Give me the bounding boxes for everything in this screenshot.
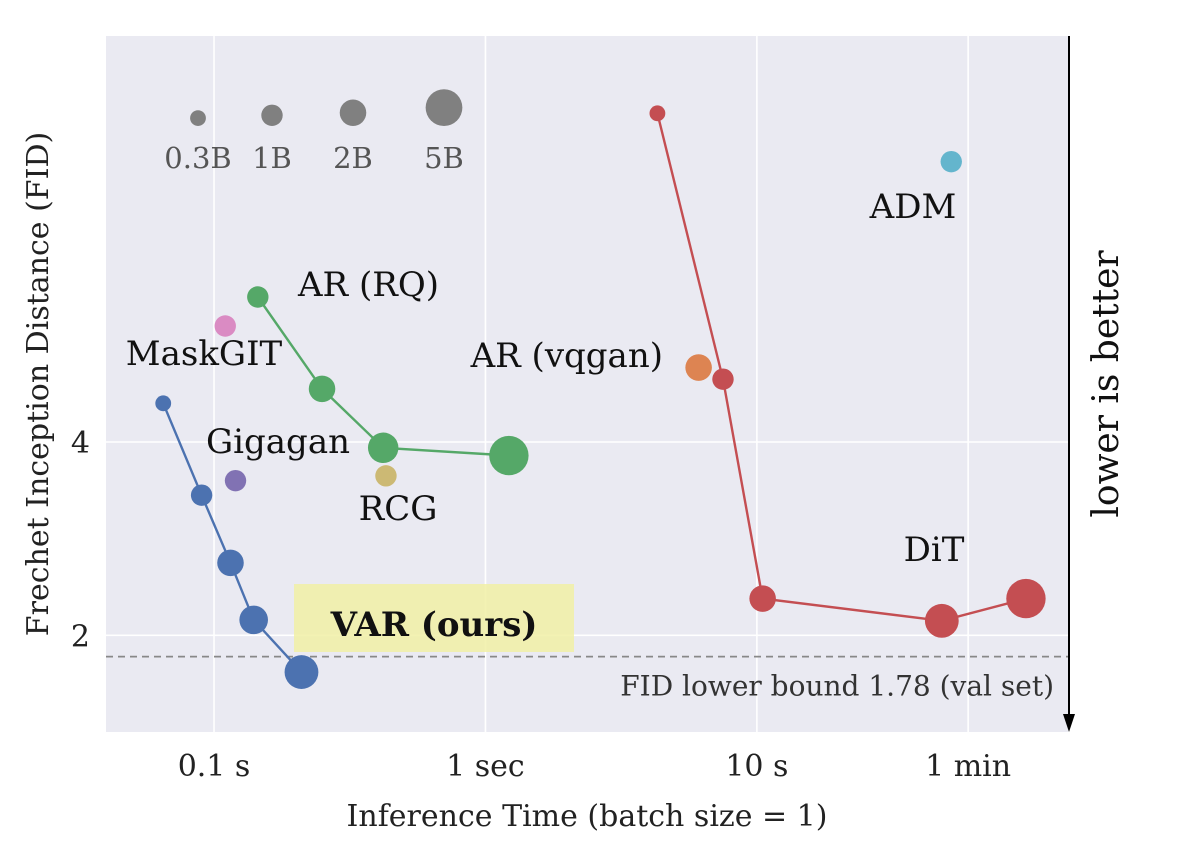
x-tick-label: 1 sec (446, 749, 525, 784)
series-label-maskgit: MaskGIT (126, 334, 283, 374)
size-legend-dot (339, 99, 367, 126)
series-maskgit (214, 315, 236, 337)
series-adm (940, 150, 962, 173)
series-label-ar-rq: AR (RQ) (297, 265, 439, 305)
y-axis-label: Frechet Inception Distance (FID) (21, 132, 56, 636)
tick-labels: 0.1 s 1 sec 10 s 1 min 2 4 (71, 426, 1011, 784)
series-gigagan (224, 469, 247, 492)
var-ours-point (284, 655, 319, 689)
series-label-adm: ADM (869, 187, 957, 227)
ar-rq-point (247, 286, 269, 308)
grid-lines (106, 36, 1068, 732)
x-tick-label: 1 min (925, 749, 1011, 784)
x-tick-label: 10 s (725, 749, 788, 784)
series-label-dit: DiT (904, 530, 965, 570)
y-tick-label: 4 (71, 426, 90, 461)
size-legend-label: 0.3B (164, 141, 231, 175)
series-var-ours (155, 395, 319, 689)
series-labels: VAR (ours) AR (RQ) DiT ADM AR (vqgan) MaskGIT… (126, 187, 965, 652)
dit-point (924, 603, 959, 638)
size-legend-label: 5B (424, 141, 464, 175)
series-label-ar-vqgan: AR (vqgan) (470, 336, 663, 376)
dit-point (749, 585, 776, 612)
series-marks (155, 105, 1046, 689)
series-ar-vqgan (685, 354, 712, 381)
var-label-highlight (294, 584, 574, 652)
size-legend-label: 1B (252, 141, 292, 175)
rcg-point (375, 465, 397, 487)
lower-is-better-arrow: lower is better (1063, 36, 1127, 732)
ar-rq-point (489, 435, 529, 476)
x-axis-label: Inference Time (batch size = 1) (347, 799, 828, 834)
var-ours-point (239, 605, 268, 635)
size-legend-dot (261, 104, 283, 127)
ar-rq-point (367, 432, 399, 464)
series-label-var-ours: VAR (ours) (330, 605, 538, 645)
var-ours-point (217, 549, 244, 577)
series-label-rcg: RCG (359, 489, 438, 529)
size-legend-label: 2B (333, 141, 373, 175)
ar-rq-line (256, 296, 509, 457)
y-tick-label: 2 (71, 619, 90, 654)
var-ours-point (190, 484, 213, 506)
dit-point (1006, 578, 1046, 619)
var-ours-point (155, 395, 172, 412)
ar-rq-point (308, 375, 336, 403)
gigagan-point (224, 469, 247, 492)
size-legend-dot (190, 110, 206, 126)
x-tick-label: 0.1 s (178, 749, 251, 784)
series-dit (649, 105, 1046, 638)
lower-bound: FID lower bound 1.78 (val set) (106, 655, 1068, 703)
dit-point (712, 368, 734, 390)
lower-bound-label: FID lower bound 1.78 (val set) (620, 670, 1054, 703)
size-legend: 0.3B 1B 2B 5B (164, 89, 464, 175)
arrow-label: lower is better (1086, 250, 1127, 518)
adm-point (940, 150, 962, 173)
dit-point (649, 105, 666, 122)
ar-vqgan-point (685, 354, 712, 381)
series-rcg (375, 465, 397, 487)
arrow-head (1063, 714, 1075, 732)
maskgit-point (214, 315, 236, 337)
size-legend-dot (425, 89, 463, 126)
series-ar-rq (247, 286, 529, 476)
series-label-gigagan: Gigagan (206, 422, 350, 462)
